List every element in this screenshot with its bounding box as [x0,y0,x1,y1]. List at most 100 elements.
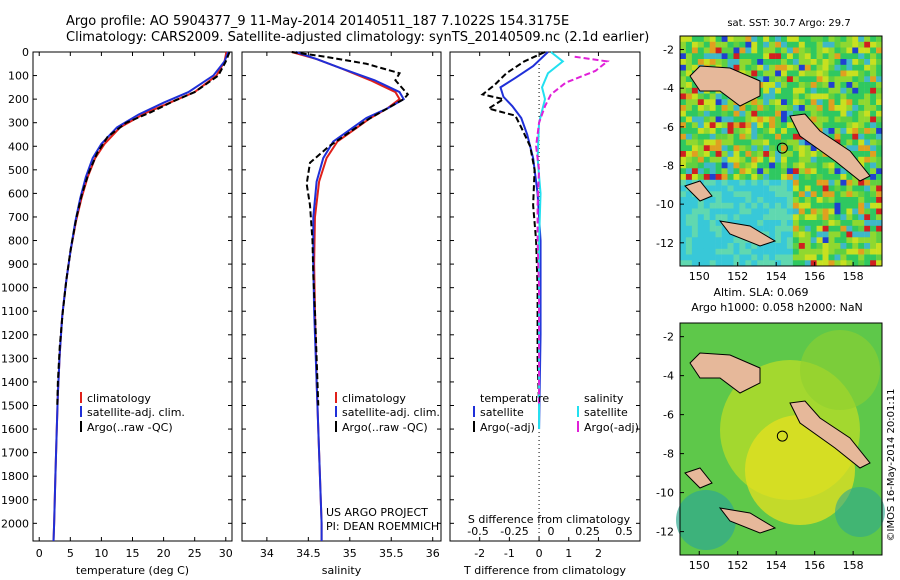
sst-cell [715,145,722,152]
sst-cell [775,260,782,267]
sst-cell [745,145,752,152]
sst-cell [775,59,782,65]
sst-cell [786,139,794,146]
sst-cell [858,151,865,157]
sst-cell [786,110,794,117]
sst-cell [685,243,693,249]
sst-cell [792,110,800,117]
sst-cell [846,36,853,42]
sst-cell [691,87,699,94]
sst-cell [798,162,805,169]
x-axis-label: T difference from climatology [463,564,626,577]
sst-cell [798,105,805,111]
series-line [52,51,230,542]
sst-cell [858,260,865,267]
sst-cell [697,202,704,209]
sst-cell [852,237,859,244]
sst-cell [810,47,817,54]
x-tick-label: 30 [219,547,233,560]
sst-cell [846,248,853,255]
sla-blob [835,487,885,537]
sst-cell [870,59,877,65]
sst-cell [709,225,716,232]
sst-cell [763,116,770,123]
sla-blob [676,490,736,550]
sst-cell [798,168,805,175]
sst-cell [864,248,871,255]
sst-cell [733,197,740,203]
sst-cell [798,76,805,83]
sst-cell [775,220,782,226]
sst-cell [733,260,740,267]
sst-cell [810,105,817,111]
sst-cell [745,174,752,180]
sst-cell [763,151,770,157]
sst-cell [763,99,770,106]
sst-cell [840,87,847,94]
sst-cell [834,110,841,117]
sst-cell [834,174,841,180]
depth-tick-label: 1100 [1,305,29,318]
sst-cell [864,99,871,106]
sst-cell [721,36,728,42]
sst-cell [775,93,782,100]
sst-cell [697,36,704,42]
sst-cell [733,41,740,48]
sst-cell [876,191,883,198]
sst-cell [769,110,776,117]
depth-tick-label: 500 [8,164,29,177]
sst-cell [822,174,829,180]
sst-cell [786,202,794,209]
sst-cell [828,122,835,129]
sst-cell [864,214,871,221]
sst-cell [763,59,770,65]
sst-cell [846,110,853,117]
sst-cell [757,260,764,267]
sst-cell [733,243,740,249]
sst-cell [769,208,776,215]
sst-cell [691,208,699,215]
sst-cell [876,133,883,140]
sst-cell [840,243,847,249]
sst-cell [751,70,758,77]
sst-cell [852,47,859,54]
sst-cell [727,41,734,48]
sst-cell [858,197,865,203]
sst-cell [727,110,734,117]
sst-cell [804,254,811,261]
sst-cell [745,47,752,54]
sst-cell [834,41,841,48]
sst-cell [810,174,817,180]
sst-cell [810,156,817,163]
sst-cell [769,70,776,77]
sst-cell [769,116,776,123]
sst-cell [757,59,764,65]
sst-cell [876,214,883,221]
sst-cell [846,237,853,244]
sst-cell [709,41,716,48]
sst-cell [852,128,859,134]
sst-cell [763,122,770,129]
sst-cell [816,82,823,88]
sst-cell [733,179,740,186]
sst-cell [810,70,817,77]
sst-cell [685,87,693,94]
sst-cell [680,70,687,77]
sst-cell [798,231,805,238]
sst-cell [763,41,770,48]
sst-cell [816,214,823,221]
sst-cell [816,174,823,180]
x-tick-label: 0 [536,547,543,560]
sst-cell [721,133,728,140]
sst-cell [691,174,699,180]
sst-cell [870,133,877,140]
sst-cell [745,59,752,65]
sst-cell [816,254,823,261]
sst-cell [816,151,823,157]
sst-cell [810,260,817,267]
sst-cell [852,139,859,146]
sst-cell [846,174,853,180]
sst-cell [680,197,687,203]
sst-cell [691,110,699,117]
sst-cell [775,145,782,152]
